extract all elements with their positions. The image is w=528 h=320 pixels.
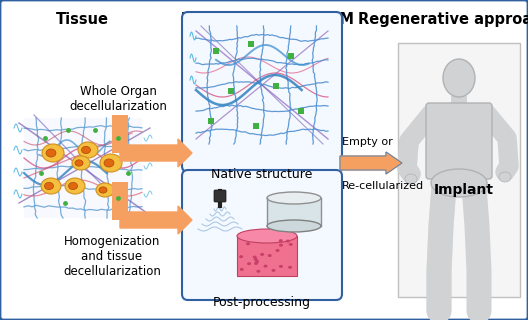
FancyBboxPatch shape (112, 182, 128, 220)
Ellipse shape (253, 256, 257, 259)
Ellipse shape (255, 260, 259, 263)
FancyArrow shape (120, 206, 192, 234)
Ellipse shape (42, 144, 64, 162)
FancyBboxPatch shape (267, 198, 321, 226)
Ellipse shape (443, 59, 475, 97)
Ellipse shape (75, 160, 83, 166)
Ellipse shape (246, 242, 250, 245)
FancyBboxPatch shape (237, 236, 297, 276)
Text: Tissue: Tissue (55, 12, 108, 27)
Text: Whole Organ
decellularization: Whole Organ decellularization (69, 85, 167, 113)
FancyBboxPatch shape (24, 118, 142, 218)
Ellipse shape (247, 262, 251, 265)
Ellipse shape (279, 239, 283, 242)
Text: Homogenization
and tissue
decellularization: Homogenization and tissue decellularizat… (63, 235, 161, 278)
Text: Native structure: Native structure (211, 168, 313, 181)
Ellipse shape (289, 243, 293, 246)
Ellipse shape (81, 146, 90, 154)
FancyBboxPatch shape (214, 190, 226, 202)
Ellipse shape (254, 258, 258, 261)
Ellipse shape (267, 192, 321, 204)
Ellipse shape (276, 249, 279, 252)
FancyBboxPatch shape (112, 115, 128, 153)
Ellipse shape (100, 154, 122, 172)
FancyBboxPatch shape (451, 96, 467, 108)
FancyArrow shape (340, 152, 402, 174)
Ellipse shape (499, 172, 511, 182)
Text: Implant: Implant (434, 183, 494, 197)
Ellipse shape (257, 270, 260, 273)
Ellipse shape (254, 262, 258, 265)
Ellipse shape (268, 254, 272, 257)
Text: Re-cellularized: Re-cellularized (342, 181, 424, 191)
Ellipse shape (260, 253, 264, 256)
Text: Tissue specific dECM: Tissue specific dECM (182, 12, 354, 27)
FancyBboxPatch shape (182, 170, 342, 300)
Ellipse shape (405, 174, 417, 184)
Ellipse shape (78, 142, 98, 158)
Ellipse shape (104, 159, 114, 167)
Ellipse shape (237, 229, 297, 243)
Ellipse shape (279, 244, 283, 247)
FancyBboxPatch shape (182, 12, 342, 172)
Ellipse shape (271, 269, 276, 272)
Ellipse shape (240, 268, 244, 271)
Text: Post-processing: Post-processing (213, 296, 311, 309)
Text: Regenerative approach: Regenerative approach (359, 12, 528, 27)
FancyBboxPatch shape (398, 43, 520, 297)
Ellipse shape (99, 187, 107, 193)
Ellipse shape (44, 182, 53, 189)
FancyArrow shape (120, 139, 192, 167)
Ellipse shape (69, 182, 78, 189)
Ellipse shape (96, 183, 114, 197)
Ellipse shape (41, 178, 61, 194)
Ellipse shape (263, 265, 268, 268)
Ellipse shape (288, 266, 292, 269)
Ellipse shape (239, 255, 243, 258)
Ellipse shape (46, 149, 56, 157)
Ellipse shape (65, 178, 85, 194)
Ellipse shape (267, 220, 321, 232)
Text: Empty or: Empty or (342, 137, 393, 147)
Ellipse shape (431, 169, 487, 197)
FancyBboxPatch shape (426, 103, 492, 179)
Ellipse shape (72, 156, 90, 170)
Ellipse shape (279, 265, 283, 268)
Ellipse shape (286, 240, 290, 243)
